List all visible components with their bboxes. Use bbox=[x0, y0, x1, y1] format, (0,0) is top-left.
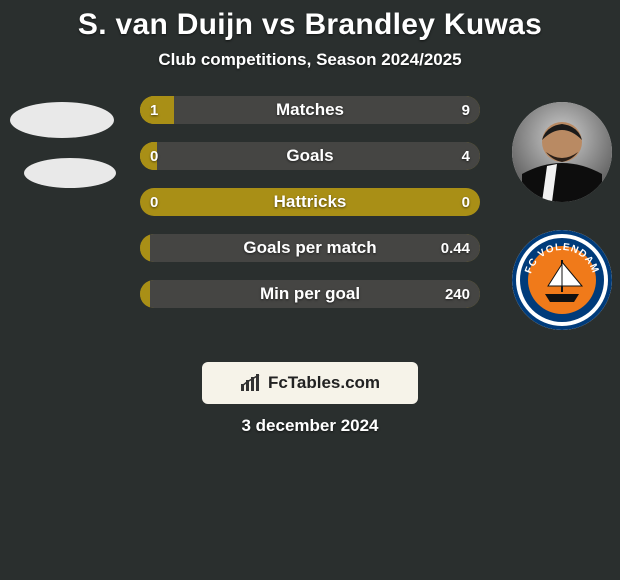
bar-segment-right bbox=[174, 96, 480, 124]
title-vs: vs bbox=[262, 8, 296, 41]
player-right-avatar bbox=[512, 102, 612, 202]
bar-segment-right bbox=[140, 280, 480, 308]
club-badge-icon: FC VOLENDAM bbox=[512, 230, 612, 330]
comparison-infographic: S. van Duijn vs Brandley Kuwas Club comp… bbox=[0, 0, 620, 580]
bar-value-right: 9 bbox=[462, 102, 470, 119]
bar-rim-left bbox=[140, 280, 150, 308]
title-right-name: Brandley Kuwas bbox=[304, 8, 542, 41]
bar-value-right: 4 bbox=[462, 148, 470, 165]
subtitle: Club competitions, Season 2024/2025 bbox=[0, 50, 620, 70]
bar-segment-right bbox=[140, 234, 480, 262]
bar-value-right: 0.44 bbox=[441, 240, 470, 257]
bar-value-left: 0 bbox=[150, 148, 158, 165]
page-title: S. van Duijn vs Brandley Kuwas bbox=[0, 0, 620, 42]
bar-row: 04Goals bbox=[140, 142, 480, 170]
brand-text: FcTables.com bbox=[268, 373, 380, 393]
bar-rim-left bbox=[140, 234, 150, 262]
bar-value-left: 0 bbox=[150, 194, 158, 211]
chart-bars-icon bbox=[240, 374, 262, 392]
bar-value-left: 1 bbox=[150, 102, 158, 119]
brand-badge: FcTables.com bbox=[202, 362, 418, 404]
bar-row: 240Min per goal bbox=[140, 280, 480, 308]
content-area: FC VOLENDAM 19Matches04Goals00Hattricks0… bbox=[0, 92, 620, 352]
date-text: 3 december 2024 bbox=[0, 416, 620, 436]
player-left-ellipse-bottom bbox=[24, 158, 116, 188]
bar-row: 19Matches bbox=[140, 96, 480, 124]
comparison-bars: 19Matches04Goals00Hattricks0.44Goals per… bbox=[140, 92, 480, 308]
bar-segment-right bbox=[157, 142, 480, 170]
player-left-ellipse-top bbox=[10, 102, 114, 138]
title-left-name: S. van Duijn bbox=[78, 8, 253, 41]
bar-value-right: 0 bbox=[462, 194, 470, 211]
bar-row: 0.44Goals per match bbox=[140, 234, 480, 262]
bar-label: Hattricks bbox=[140, 192, 480, 212]
club-right-badge: FC VOLENDAM bbox=[512, 230, 612, 330]
player-right-photo-placeholder-icon bbox=[512, 102, 612, 202]
bar-row: 0 0Hattricks bbox=[140, 188, 480, 216]
bar-value-right: 240 bbox=[445, 286, 470, 303]
